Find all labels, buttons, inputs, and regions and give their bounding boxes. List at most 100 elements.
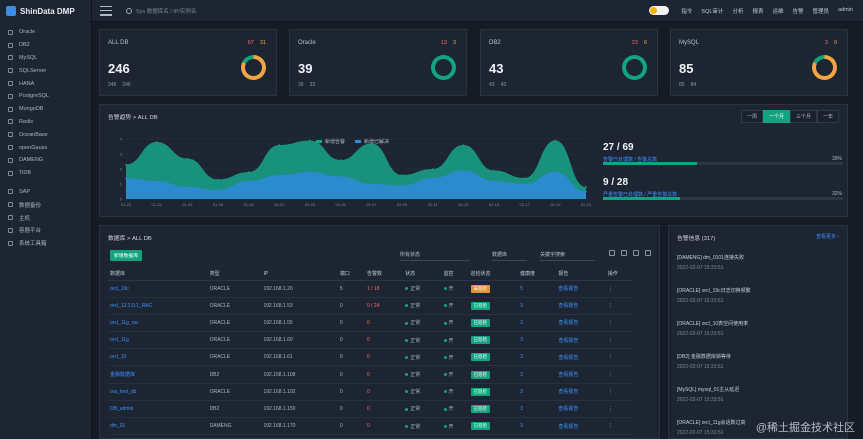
col-alerts[interactable]: 告警数 (364, 268, 404, 281)
db-ops-menu[interactable]: ⋮ (605, 297, 633, 315)
data-point-1-12[interactable] (493, 180, 495, 182)
db-monitor[interactable]: 开 (441, 348, 469, 367)
col-report[interactable]: 报告 (556, 268, 606, 281)
db-name-link[interactable]: dm_01 (108, 417, 208, 436)
data-point-1-11[interactable] (462, 169, 465, 172)
data-point-0-7[interactable] (339, 159, 342, 161)
alert-news-item[interactable]: [DAMENG] dm_0101连接失败 2022-02-07 15:33:51 (677, 255, 744, 271)
data-point-1-2[interactable] (186, 186, 189, 188)
db-report-link[interactable]: 查看报告 (556, 417, 606, 436)
data-point-1-7[interactable] (339, 175, 342, 178)
table-row[interactable]: orcl_12.2.0.1_RAC ORACLE 192.168.1.53 0 0 / … (108, 297, 633, 315)
data-point-1-3[interactable] (217, 189, 219, 191)
table-row[interactable]: orcl_19c ORACLE 192.168.1.20 5 1 / 18 正常开未巡检 5… (108, 280, 633, 298)
search-icon[interactable] (609, 250, 615, 256)
col-check[interactable]: 巡检状态 (468, 268, 519, 281)
tab-month[interactable]: 一个月 (762, 110, 790, 123)
col-port[interactable]: 端口 (337, 268, 365, 281)
table-row[interactable]: DB_admin DB2 192.168.1.150 0 0 正常开已巡检 3 查看报告 ⋮ (108, 400, 633, 419)
keyword-filter[interactable]: 关键字搜索 (540, 251, 595, 261)
db-ops-menu[interactable]: ⋮ (605, 314, 633, 333)
sidebar-item-hana[interactable]: HANA (0, 77, 91, 90)
sidebar-item-redis[interactable]: Redis (0, 116, 91, 129)
db-report-link[interactable]: 查看报告 (556, 331, 606, 350)
sidebar-item-opengauss[interactable]: openGauss (0, 141, 91, 154)
table-row[interactable]: ora_test_db ORACLE 192.168.1.102 0 0 正常开已巡检 3 查… (108, 383, 633, 401)
tab-week[interactable]: 一周 (740, 110, 763, 123)
sidebar-item-mysql[interactable]: MySQL (0, 52, 91, 65)
db-monitor[interactable]: 开 (441, 400, 469, 419)
table-row[interactable]: dm_01 DAMENG 192.168.1.170 0 0 正常开已巡检 3 查看报告 ⋮ (108, 417, 633, 436)
brand[interactable]: ShinData DMP (0, 0, 91, 22)
tab-three-months[interactable]: 三个月 (789, 110, 817, 123)
sidebar-item-host[interactable]: 主机 (0, 211, 91, 224)
data-point-0-14[interactable] (554, 139, 557, 142)
db-ops-menu[interactable]: ⋮ (605, 383, 633, 401)
db-alerts[interactable]: 0 (364, 331, 404, 350)
db-name-link[interactable]: orcl_19c (108, 280, 208, 298)
db-ops-menu[interactable]: ⋮ (605, 417, 633, 436)
db-monitor[interactable]: 开 (441, 331, 469, 350)
col-ip[interactable]: IP (261, 268, 338, 281)
alert-news-item[interactable]: [MySQL] mysql_01主从延迟 2022-02-07 15:33:51 (677, 387, 740, 403)
db-alerts[interactable]: 0 (364, 314, 404, 333)
db-report-link[interactable]: 查看报告 (556, 400, 606, 419)
db-monitor[interactable]: 开 (441, 365, 469, 384)
sidebar-item-postgresql[interactable]: PostgreSQL (0, 90, 91, 103)
sidebar-item-toolbox[interactable]: 系统工具箱 (0, 237, 91, 250)
summary-card-oracle[interactable]: Oracle 13 3 39 39 33 (289, 29, 467, 96)
data-point-0-5[interactable] (278, 144, 281, 146)
search-input[interactable]: Sys 数据库名 / IP/实例名 (136, 8, 197, 15)
sidebar-item-oceanbase[interactable]: OceanBase (0, 128, 91, 141)
data-point-1-14[interactable] (554, 171, 557, 173)
db-alerts[interactable]: 0 (364, 417, 404, 436)
db-report-link[interactable]: 查看报告 (556, 314, 606, 333)
summary-card-all-db[interactable]: ALL DB 67 31 246 246 246 (99, 29, 277, 96)
top-link-2[interactable]: 分析 (732, 8, 744, 15)
top-link-3[interactable]: 报表 (752, 8, 764, 15)
db-name-link[interactable]: orcl_11g (108, 331, 208, 350)
legend-item-resolved[interactable]: 新增已解决 (355, 138, 389, 145)
col-health[interactable]: 健康度 (518, 268, 557, 281)
db-monitor[interactable]: 开 (441, 280, 469, 298)
db-report-link[interactable]: 查看报告 (556, 297, 606, 315)
top-link-0[interactable]: 指令 (681, 8, 693, 15)
user-menu[interactable]: admin (838, 6, 853, 13)
data-point-1-15[interactable] (585, 190, 587, 193)
sidebar-item-dameng[interactable]: DAMENG (0, 154, 91, 167)
data-point-0-6[interactable] (309, 139, 311, 142)
alert-news-item[interactable]: [ORACLE] orcl_11g会话数过高 2022-02-07 15:33:5… (677, 420, 746, 436)
add-database-button[interactable]: 新增数据库 (110, 250, 142, 261)
sidebar-item-sqlserver[interactable]: SQLServer (0, 64, 91, 77)
db-alerts[interactable]: 0 (364, 365, 404, 384)
db-ops-menu[interactable]: ⋮ (605, 331, 633, 350)
data-point-0-15[interactable] (585, 186, 587, 188)
alert-news-item[interactable]: [ORACLE] orcl_10表空间使用率 2022-02-07 15:33:5… (677, 321, 749, 337)
data-point-1-4[interactable] (247, 180, 250, 182)
db-monitor[interactable]: 开 (441, 297, 469, 315)
db-name-link[interactable]: orcl_12.2.0.1_RAC (108, 297, 208, 315)
data-point-1-9[interactable] (401, 184, 403, 187)
db-alerts[interactable]: 0 (364, 383, 404, 401)
db-ops-menu[interactable]: ⋮ (605, 400, 633, 419)
data-point-1-10[interactable] (431, 177, 434, 179)
summary-card-db2[interactable]: DB2 23 6 43 43 43 (480, 29, 658, 96)
tab-year[interactable]: 一年 (816, 110, 839, 123)
db-report-link[interactable]: 查看报告 (556, 383, 606, 401)
series-area-1[interactable] (126, 170, 586, 200)
data-point-0-12[interactable] (493, 169, 495, 172)
sidebar-item-container[interactable]: 容器平台 (0, 224, 91, 237)
sidebar-item-db2[interactable]: DB2 (0, 39, 91, 52)
top-link-5[interactable]: 告警 (792, 8, 804, 15)
status-filter[interactable]: 所有状态 (400, 251, 470, 261)
db-ops-menu[interactable]: ⋮ (605, 280, 633, 298)
data-point-1-0[interactable] (125, 177, 127, 179)
col-type[interactable]: 类型 (207, 268, 262, 281)
data-point-0-2[interactable] (186, 157, 189, 160)
db-alerts[interactable]: 0 / 24 (364, 297, 404, 315)
alert-news-item[interactable]: [DB2] 金融数据库锁等待 2022-02-07 15:33:51 (677, 354, 731, 370)
data-point-1-1[interactable] (155, 180, 158, 182)
data-point-0-8[interactable] (370, 142, 373, 145)
db-alerts[interactable]: 0 (364, 348, 404, 367)
